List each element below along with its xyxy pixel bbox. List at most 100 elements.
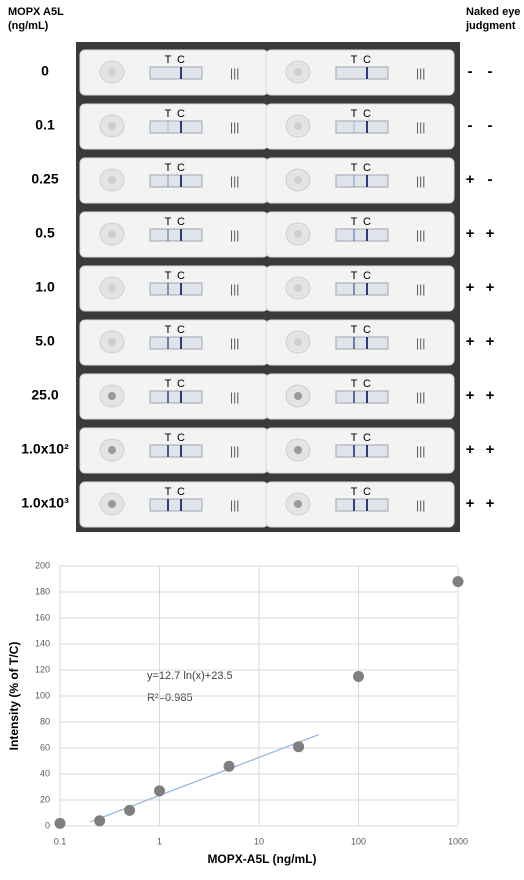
concentration-label: 0 — [41, 63, 49, 79]
result-window — [150, 337, 202, 349]
strip-label: C — [363, 216, 371, 228]
point — [353, 671, 364, 682]
strip-label: T — [165, 54, 172, 66]
result-window — [336, 67, 388, 79]
result-window — [150, 499, 202, 511]
point — [124, 805, 135, 816]
concentration-label: 1.0 — [35, 279, 55, 295]
header: Naked eye — [466, 6, 520, 18]
judgment: + — [486, 441, 495, 458]
strip-label: T — [351, 432, 358, 444]
strip-label: T — [165, 324, 172, 336]
strip-mark: ||| — [230, 282, 239, 296]
x-tick-label: 10 — [254, 836, 264, 846]
result-window — [150, 121, 202, 133]
strip-mark: ||| — [416, 444, 425, 458]
x-tick-label: 1000 — [448, 836, 468, 846]
result-window — [150, 445, 202, 457]
y-tick-label: 20 — [40, 794, 50, 804]
sample-hole — [294, 230, 302, 238]
concentration-label: 0.5 — [35, 225, 55, 241]
strip-label: C — [363, 270, 371, 282]
result-window — [336, 445, 388, 457]
result-window — [336, 283, 388, 295]
strip-label: T — [165, 378, 172, 390]
sample-hole — [108, 500, 116, 508]
strip-label: T — [165, 270, 172, 282]
strip-label: C — [363, 378, 371, 390]
judgment: + — [466, 387, 475, 404]
point — [293, 741, 304, 752]
result-window — [336, 121, 388, 133]
sample-hole — [294, 392, 302, 400]
page: MOPX A5L (ng/mL) Naked eye judgment MOPX… — [0, 0, 524, 875]
sample-hole — [108, 446, 116, 454]
y-tick-label: 200 — [35, 560, 50, 570]
sample-hole — [108, 284, 116, 292]
result-window — [150, 229, 202, 241]
point — [154, 785, 165, 796]
strip-mark: ||| — [416, 498, 425, 512]
sample-hole — [294, 338, 302, 346]
strip-label: T — [165, 432, 172, 444]
y-tick-label: 60 — [40, 742, 50, 752]
sample-hole — [108, 392, 116, 400]
strip-label: T — [351, 324, 358, 336]
sample-hole — [108, 176, 116, 184]
strip-mark: ||| — [416, 174, 425, 188]
sample-hole — [108, 338, 116, 346]
strip-mark: ||| — [230, 336, 239, 350]
result-window — [336, 499, 388, 511]
header: (ng/mL) — [8, 20, 49, 32]
strip-label: C — [177, 432, 185, 444]
concentration-label: 1.0x10² — [21, 441, 69, 457]
strip-mark: ||| — [416, 282, 425, 296]
strip-label: C — [363, 54, 371, 66]
result-window — [336, 175, 388, 187]
strip-label: T — [351, 54, 358, 66]
strip-label: C — [177, 108, 185, 120]
strip-label: C — [363, 162, 371, 174]
strip-mark: ||| — [230, 174, 239, 188]
strip-mark: ||| — [230, 228, 239, 242]
sample-hole — [294, 446, 302, 454]
judgment: + — [486, 225, 495, 242]
y-tick-label: 120 — [35, 664, 50, 674]
sample-hole — [108, 68, 116, 76]
figure: MOPX A5L (ng/mL) Naked eye judgment MOPX… — [0, 0, 524, 875]
judgment: + — [486, 279, 495, 296]
strip-label: T — [165, 162, 172, 174]
r-squared: R²=0.985 — [147, 692, 193, 704]
judgment: - — [468, 117, 473, 134]
strip-label: T — [165, 486, 172, 498]
strip-label: C — [363, 108, 371, 120]
concentration-label: 0.1 — [35, 117, 55, 133]
y-tick-label: 40 — [40, 768, 50, 778]
sample-hole — [294, 284, 302, 292]
strip-label: C — [363, 486, 371, 498]
header: MOPX A5L — [8, 6, 64, 18]
y-tick-label: 100 — [35, 690, 50, 700]
strip-label: T — [351, 270, 358, 282]
x-axis-label: MOPX-A5L (ng/mL) — [207, 852, 316, 866]
header: judgment — [465, 20, 516, 32]
point — [453, 576, 464, 587]
sample-hole — [108, 230, 116, 238]
judgment: - — [488, 171, 493, 188]
y-tick-label: 80 — [40, 716, 50, 726]
strip-label: C — [177, 324, 185, 336]
strip-mark: ||| — [416, 336, 425, 350]
judgment: + — [466, 279, 475, 296]
strip-label: C — [177, 216, 185, 228]
result-window — [150, 283, 202, 295]
strip-mark: ||| — [230, 120, 239, 134]
strip-label: C — [363, 432, 371, 444]
result-window — [336, 391, 388, 403]
strip-label: C — [177, 270, 185, 282]
concentration-label: 25.0 — [31, 387, 58, 403]
sample-hole — [294, 176, 302, 184]
result-window — [150, 67, 202, 79]
strip-mark: ||| — [416, 228, 425, 242]
strip-label: T — [165, 216, 172, 228]
result-window — [150, 391, 202, 403]
